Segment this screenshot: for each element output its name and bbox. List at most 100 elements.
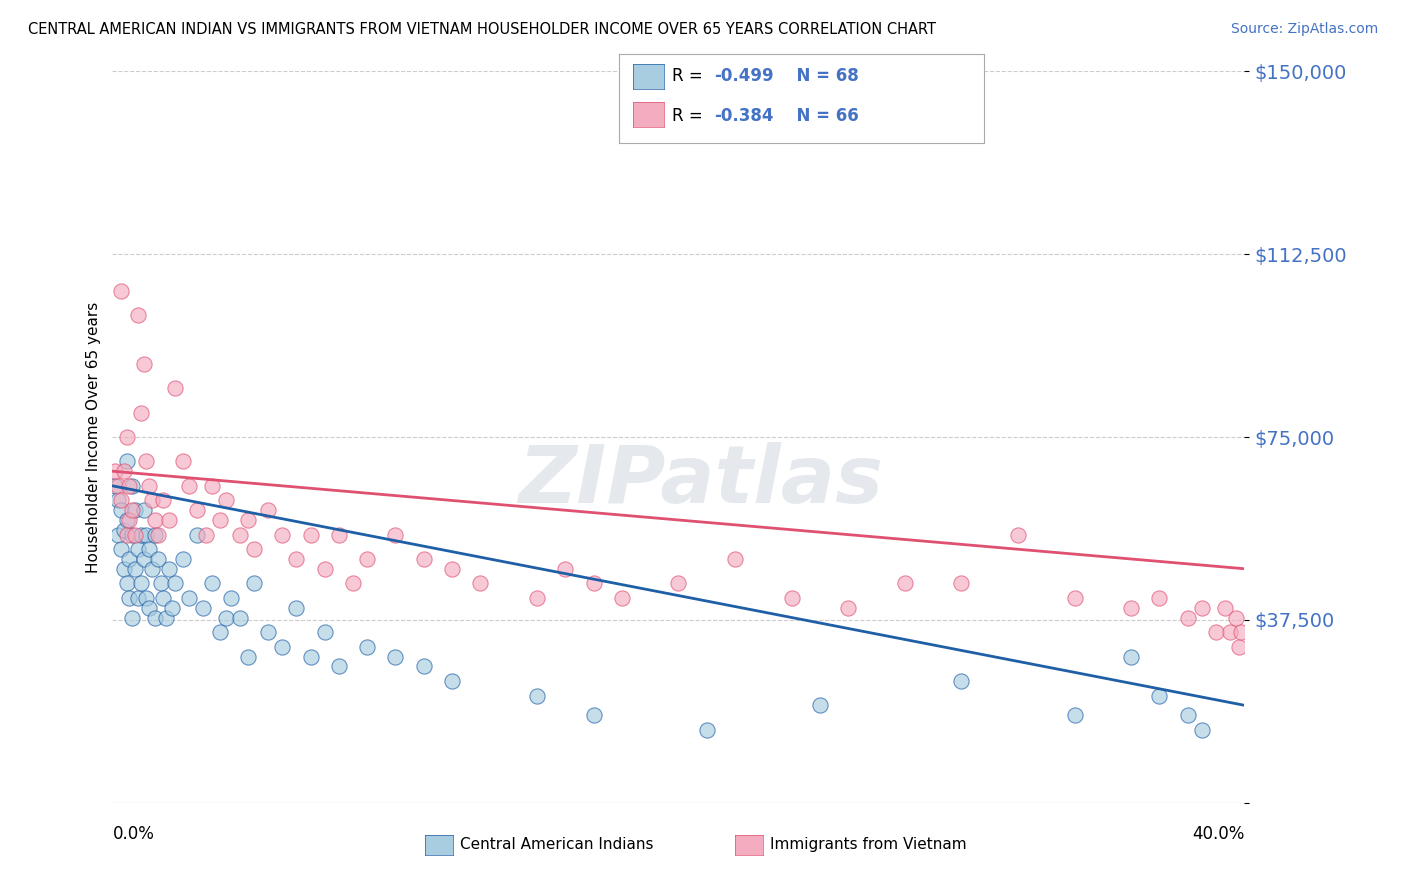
Point	[200, 576, 222, 591]
Point	[328, 527, 350, 541]
Point	[229, 610, 252, 624]
Point	[138, 542, 160, 557]
Point	[115, 454, 138, 468]
Point	[191, 600, 214, 615]
Point	[129, 527, 152, 541]
Point	[172, 552, 194, 566]
Point	[138, 600, 160, 615]
Point	[177, 479, 200, 493]
Point	[110, 542, 132, 557]
Point	[894, 576, 917, 591]
Point	[696, 723, 718, 737]
Point	[1227, 640, 1250, 654]
Point	[157, 562, 180, 576]
Point	[808, 698, 831, 713]
Point	[243, 576, 266, 591]
Point	[412, 552, 434, 566]
Point	[163, 576, 186, 591]
Point	[314, 562, 336, 576]
Text: R =: R =	[672, 107, 709, 125]
Point	[214, 610, 236, 624]
Point	[107, 493, 129, 508]
Point	[208, 513, 231, 527]
Point	[582, 708, 605, 723]
Point	[1177, 708, 1199, 723]
Point	[194, 527, 217, 541]
Point	[115, 513, 138, 527]
Point	[1007, 527, 1029, 541]
Point	[132, 357, 155, 371]
Point	[118, 591, 141, 605]
Point	[356, 552, 378, 566]
Point	[155, 610, 177, 624]
Point	[724, 552, 747, 566]
Point	[107, 479, 129, 493]
Point	[110, 503, 132, 517]
Point	[149, 576, 172, 591]
Point	[121, 503, 143, 517]
Point	[124, 503, 146, 517]
Point	[214, 493, 236, 508]
Point	[780, 591, 803, 605]
Text: ZIPatlas: ZIPatlas	[519, 442, 883, 520]
Point	[1219, 625, 1241, 640]
Point	[135, 527, 157, 541]
Text: -0.384: -0.384	[714, 107, 773, 125]
Point	[110, 284, 132, 298]
Point	[129, 576, 152, 591]
Point	[132, 503, 155, 517]
Point	[110, 493, 132, 508]
Point	[152, 493, 174, 508]
Point	[135, 591, 157, 605]
Point	[1177, 610, 1199, 624]
Point	[118, 513, 141, 527]
Point	[124, 562, 146, 576]
Point	[384, 649, 406, 664]
Point	[115, 527, 138, 541]
Text: 40.0%: 40.0%	[1192, 825, 1244, 843]
Point	[1063, 708, 1085, 723]
Point	[115, 576, 138, 591]
Text: N = 66: N = 66	[785, 107, 858, 125]
Point	[143, 527, 166, 541]
Point	[1119, 600, 1142, 615]
Text: -0.499: -0.499	[714, 67, 773, 85]
Point	[950, 576, 973, 591]
Point	[610, 591, 633, 605]
Point	[441, 562, 464, 576]
Point	[129, 406, 152, 420]
Point	[172, 454, 194, 468]
Point	[666, 576, 689, 591]
Point	[121, 479, 143, 493]
Text: Immigrants from Vietnam: Immigrants from Vietnam	[770, 838, 966, 852]
Point	[121, 610, 143, 624]
Point	[112, 464, 135, 478]
Point	[1063, 591, 1085, 605]
Point	[146, 527, 169, 541]
Point	[342, 576, 364, 591]
Point	[1191, 723, 1213, 737]
Point	[441, 673, 464, 688]
Point	[127, 591, 149, 605]
Point	[238, 513, 260, 527]
Point	[470, 576, 492, 591]
Point	[138, 479, 160, 493]
Point	[299, 527, 322, 541]
Point	[285, 600, 308, 615]
Point	[160, 600, 183, 615]
Point	[157, 513, 180, 527]
Point	[208, 625, 231, 640]
Point	[1205, 625, 1227, 640]
Point	[112, 523, 135, 537]
Y-axis label: Householder Income Over 65 years: Householder Income Over 65 years	[86, 301, 101, 573]
Point	[127, 308, 149, 322]
Point	[221, 591, 243, 605]
Point	[118, 479, 141, 493]
Text: CENTRAL AMERICAN INDIAN VS IMMIGRANTS FROM VIETNAM HOUSEHOLDER INCOME OVER 65 YE: CENTRAL AMERICAN INDIAN VS IMMIGRANTS FR…	[28, 22, 936, 37]
Point	[132, 552, 155, 566]
Point	[177, 591, 200, 605]
Point	[837, 600, 859, 615]
Point	[118, 552, 141, 566]
Point	[143, 513, 166, 527]
Point	[115, 430, 138, 444]
